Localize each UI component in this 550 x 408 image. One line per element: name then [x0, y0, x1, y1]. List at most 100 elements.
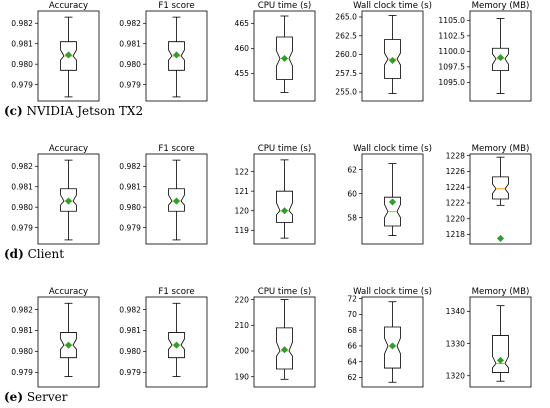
y-tick-label: 0.979	[11, 368, 33, 377]
plot-title: F1 score	[158, 287, 194, 297]
y-tick-label: 0.980	[119, 203, 141, 212]
y-tick-label: 0.981	[119, 182, 141, 191]
box-body	[60, 41, 77, 71]
plot-title: Wall clock time (s)	[353, 287, 432, 297]
panel-c-2: CPU time (s) 455 460 465	[235, 1, 316, 102]
y-tick-label: 1340	[446, 307, 465, 316]
y-tick-label: 1220	[446, 214, 465, 223]
mean-marker	[172, 51, 181, 59]
y-tick-label: 0.982	[11, 162, 33, 171]
plot-title: F1 score	[158, 1, 194, 11]
plot-title: Memory (MB)	[472, 287, 530, 297]
caption-e-letter: (e)	[4, 390, 23, 404]
box-body	[168, 332, 185, 359]
y-tick-label: 0.981	[119, 326, 141, 335]
plot-frame	[361, 10, 424, 102]
box-body	[168, 188, 185, 212]
caption-d-letter: (d)	[4, 247, 24, 261]
mean-marker	[496, 53, 505, 62]
y-tick-label: 1100.0	[438, 47, 465, 56]
y-tick-label: 122	[235, 167, 250, 176]
plot-title: CPU time (s)	[258, 287, 312, 297]
mean-marker	[64, 197, 73, 205]
panel-e-2: CPU time (s) 190 200 210 220	[235, 287, 316, 388]
y-tick-label: 260.0	[335, 50, 357, 59]
y-tick-label: 265.0	[335, 13, 357, 22]
y-tick-label: 1226	[446, 167, 465, 176]
y-tick-label: 1105.0	[438, 16, 465, 25]
box-body	[384, 39, 401, 79]
y-tick-label: 0.979	[11, 80, 33, 89]
y-tick-label: 465	[235, 19, 250, 28]
y-tick-label: 0.982	[119, 19, 141, 28]
plot-title: CPU time (s)	[258, 1, 312, 11]
mean-marker	[388, 56, 397, 65]
panel-c-0: Accuracy 0.979 0.980 0.981 0.982	[11, 1, 100, 102]
plot-frame	[469, 296, 532, 388]
y-tick-label: 460	[235, 44, 250, 53]
plot-frame	[37, 296, 100, 388]
y-tick-label: 1102.5	[438, 32, 465, 41]
box-body	[492, 176, 509, 200]
box-body	[276, 327, 293, 370]
panel-d-3: Wall clock time (s) 58 60 62	[347, 144, 432, 245]
plot-frame	[361, 153, 424, 245]
plot-frame	[361, 296, 424, 388]
y-tick-label: 1224	[446, 183, 465, 192]
caption-c-text: NVIDIA Jetson TX2	[26, 104, 144, 118]
y-tick-label: 0.979	[119, 368, 141, 377]
plot-frame	[253, 10, 316, 102]
plot-frame	[469, 153, 532, 245]
y-tick-label: 200	[235, 347, 250, 356]
plot-title: Wall clock time (s)	[353, 144, 432, 154]
mean-marker	[64, 341, 73, 349]
mean-marker	[172, 341, 181, 349]
y-tick-label: 119	[235, 226, 250, 235]
y-tick-label: 0.979	[11, 223, 33, 232]
plot-frame	[145, 10, 208, 102]
panel-e-3: Wall clock time (s) 62 64 66 68 70 72	[347, 287, 432, 388]
caption-c-letter: (c)	[4, 104, 23, 118]
box-body	[168, 41, 185, 71]
y-tick-label: 255.0	[335, 88, 357, 97]
y-tick-label: 0.980	[11, 203, 33, 212]
y-tick-label: 0.980	[11, 347, 33, 356]
y-tick-label: 72	[347, 294, 357, 303]
panel-d-2: CPU time (s) 119 120 121 122	[235, 144, 316, 245]
plot-frame	[145, 153, 208, 245]
mean-marker	[280, 54, 289, 63]
panel-c-3: Wall clock time (s) 255.0 257.5 260.0 262.5 2…	[335, 1, 432, 102]
mean-marker	[388, 198, 397, 206]
panel-d-0: Accuracy 0.979 0.980 0.981 0.982	[11, 144, 100, 245]
y-tick-label: 1228	[446, 151, 465, 160]
y-tick-label: 1095.0	[438, 78, 465, 87]
panel-e-0: Accuracy 0.979 0.980 0.981 0.982	[11, 287, 100, 388]
panel-d-1: F1 score 0.979 0.980 0.981 0.982	[119, 144, 208, 245]
y-tick-label: 1320	[446, 371, 465, 380]
y-tick-label: 64	[347, 357, 357, 366]
y-tick-label: 62	[347, 373, 357, 382]
y-tick-label: 0.982	[11, 19, 33, 28]
y-tick-label: 220	[235, 295, 250, 304]
y-tick-label: 455	[235, 69, 250, 78]
y-tick-label: 0.979	[119, 80, 141, 89]
mean-marker	[280, 346, 289, 354]
box-body	[276, 36, 293, 80]
y-tick-label: 0.979	[119, 223, 141, 232]
y-tick-label: 262.5	[335, 31, 357, 40]
plot-frame	[253, 153, 316, 245]
plot-frame	[469, 10, 532, 102]
y-tick-label: 62	[347, 165, 357, 174]
caption-e-text: Server	[26, 390, 68, 404]
plot-frame	[253, 296, 316, 388]
panel-c-4: Memory (MB) 1095.0 1097.5 1100.0 1102.5 1105.…	[438, 1, 532, 102]
plot-frame	[37, 10, 100, 102]
box-body	[276, 190, 293, 223]
caption-d: (d) Client	[4, 247, 64, 261]
y-tick-label: 60	[347, 189, 357, 198]
plot-title: Memory (MB)	[472, 1, 530, 11]
y-tick-label: 1097.5	[438, 63, 465, 72]
box-body	[492, 335, 509, 373]
y-tick-label: 0.981	[11, 326, 33, 335]
y-tick-label: 120	[235, 206, 250, 215]
